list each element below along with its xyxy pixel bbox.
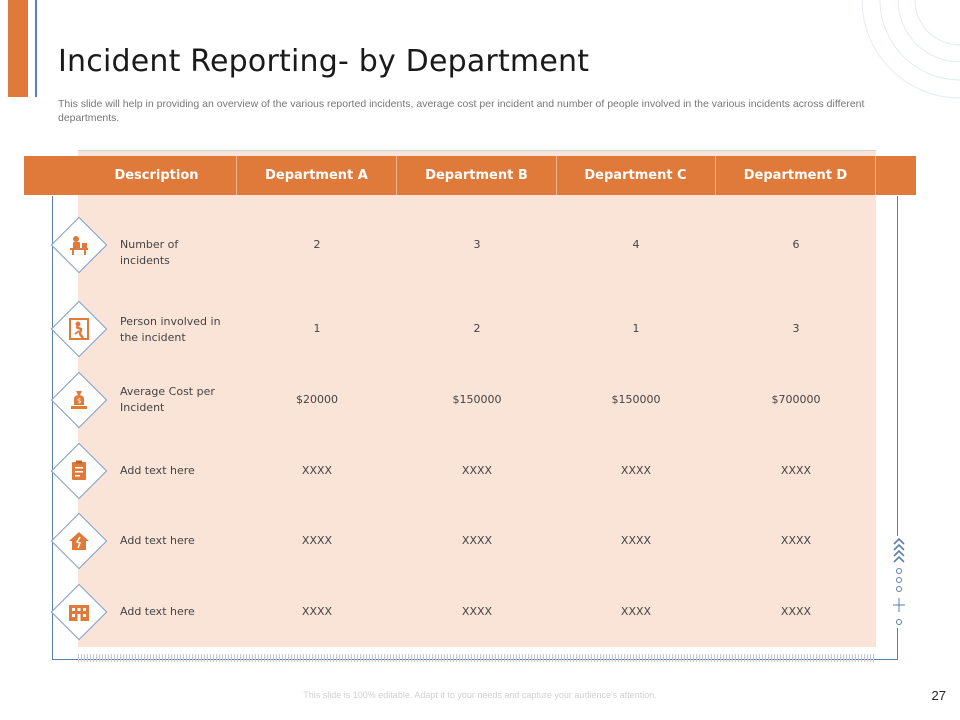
table-cell: 2 [313,238,321,251]
table-cell: XXXX [780,464,812,477]
header-description: Description [77,156,237,195]
row-icon-badge [50,442,108,500]
table-cell: XXXX [780,605,812,618]
table-cell: XXXX [780,534,812,547]
table-cell: 3 [792,322,800,335]
table-cell: $150000 [611,393,661,406]
footer-note: This slide is 100% editable. Adapt it to… [303,690,657,700]
table-cell: 1 [632,322,640,335]
row-label: Number of incidents [120,238,179,267]
table-cell: XXXX [301,534,333,547]
header-department-a: Department A [237,156,397,195]
decorative-arcs [861,0,960,99]
table-cell: 4 [632,238,640,251]
table-cell: 6 [792,238,800,251]
table-cell: 2 [473,322,481,335]
table-cell: $150000 [452,393,502,406]
table-cell: XXXX [620,464,652,477]
table-cell: XXXX [620,534,652,547]
table-cell: 3 [473,238,481,251]
row-icon-badge: $ [50,371,108,429]
decorative-chevrons [892,536,906,628]
building-icon [69,605,89,621]
header-department-d: Department D [716,156,876,195]
decorative-tick-rule [78,654,876,662]
accent-line [35,0,37,97]
row-label: Person involved in the incident [120,315,221,344]
accent-bar [8,0,28,97]
row-label: Add text here [120,464,195,477]
row-label: Add text here [120,605,195,618]
header-department-c: Department C [556,156,716,195]
person-falling-icon [69,318,89,340]
svg-text:$: $ [77,397,81,405]
slide-title: Incident Reporting- by Department [58,44,590,79]
page-number: 27 [931,688,946,703]
table-cell: $20000 [296,393,338,406]
row-label: Average Cost per Incident [120,385,215,414]
table-header-bar [24,156,916,195]
table-cell: XXXX [461,464,493,477]
table-top-rule [78,150,876,151]
table-cell: XXXX [620,605,652,618]
table-cell: XXXX [301,605,333,618]
table-cell: XXXX [461,605,493,618]
header-department-b: Department B [397,156,557,195]
table-cell: XXXX [301,464,333,477]
table-cell: $700000 [771,393,821,406]
row-icon-badge [50,583,108,641]
row-icon-badge [50,216,108,274]
table-cell: 1 [313,322,321,335]
row-label: Add text here [120,534,195,547]
house-damage-icon [69,532,89,550]
table-body-background [78,151,876,647]
money-bag-icon: $ [71,391,87,409]
desk-worker-icon [70,236,88,255]
slide-subtitle: This slide will help in providing an ove… [58,98,865,124]
row-icon-badge [50,512,108,570]
table-cell: XXXX [461,534,493,547]
row-icon-badge [50,300,108,358]
clipboard-document-icon [72,460,86,480]
